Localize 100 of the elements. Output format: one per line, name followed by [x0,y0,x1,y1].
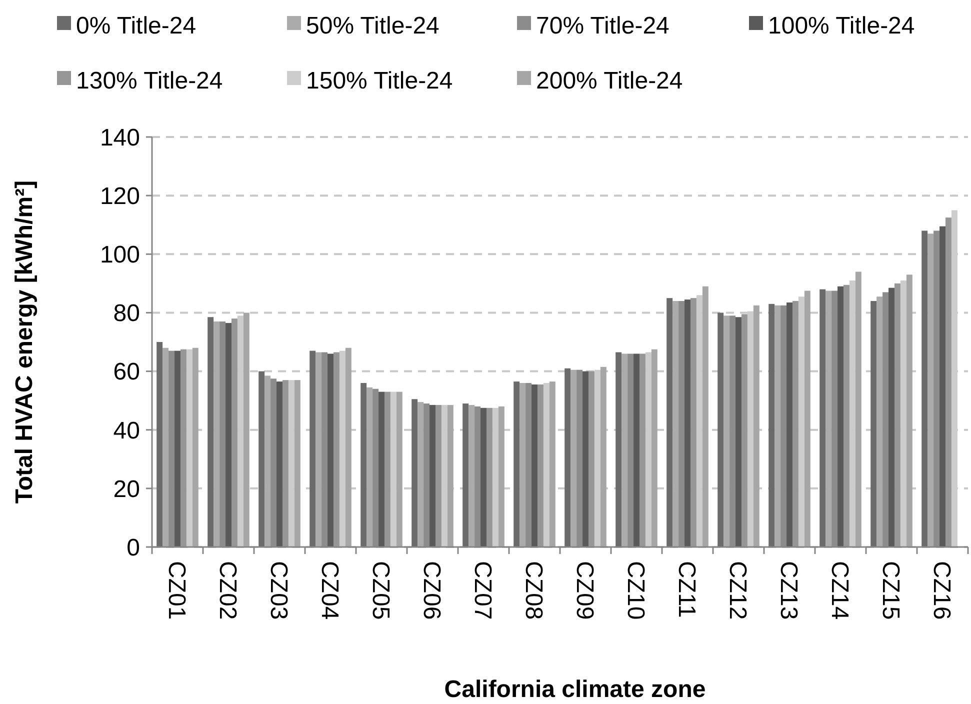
bar [162,348,169,547]
bar [849,280,856,547]
x-tick-label: CZ16 [928,561,956,620]
bar [826,290,832,547]
bar [310,350,316,547]
bar [570,370,577,547]
bar [486,408,492,547]
bar [514,382,520,547]
bar [718,312,724,547]
x-tick-label: CZ15 [877,561,904,620]
bar [276,382,282,547]
bar [316,352,322,547]
y-tick-label: 60 [113,358,140,386]
x-tick-label: CZ09 [571,561,598,620]
bar [696,295,702,547]
bar [462,404,469,547]
x-axis-title: California climate zone [444,676,706,703]
bar [282,380,288,547]
bar [180,349,186,547]
y-tick-label: 120 [100,182,140,210]
y-tick-label: 20 [113,476,140,503]
bar [264,376,271,547]
bar [156,342,163,547]
bar [690,298,696,547]
bar [186,349,192,547]
bar [843,284,850,547]
bar [588,371,594,547]
bar [798,296,804,547]
bar [684,300,690,547]
x-tick-label: CZ12 [724,561,752,620]
bar [543,383,550,547]
bar [894,283,900,547]
bar [855,272,862,547]
bar [532,384,538,547]
bar [634,354,640,547]
bar [549,382,556,547]
bar [768,304,775,547]
legend-label: 150% Title-24 [306,67,453,94]
bar [430,404,436,547]
bar [945,218,952,547]
y-tick-label: 140 [100,124,140,152]
bar [243,312,250,547]
bar [288,380,294,547]
x-tick-label: CZ04 [316,561,344,620]
x-tick-label: CZ06 [418,561,446,620]
bar [888,288,894,547]
bar [520,383,526,547]
bar [651,349,658,547]
bar [928,234,934,547]
y-tick-label: 40 [113,417,140,444]
bar [922,230,928,547]
bar [384,392,390,547]
bar [396,392,402,547]
y-tick-label: 80 [113,300,140,328]
x-tick-label: CZ13 [775,561,802,620]
bar [258,371,265,547]
bar [226,322,232,547]
bar [672,301,679,547]
legend-label: 50% Title-24 [306,12,440,40]
x-tick-label: CZ02 [214,561,242,620]
bar [838,286,844,547]
bar [753,305,760,547]
x-tick-label: CZ14 [826,561,854,620]
bar [906,274,912,547]
bar [378,392,384,547]
y-tick-label: 0 [126,534,140,562]
bar [435,404,442,547]
x-tick-label: CZ05 [367,561,394,620]
bar [366,387,373,547]
bar [870,301,877,547]
legend-label: 100% Title-24 [768,12,915,40]
x-tick-label: CZ11 [673,561,700,618]
bar [294,380,300,547]
bar [537,384,544,547]
bar [447,404,454,547]
bar [702,286,708,547]
bar [492,408,498,547]
bar [736,317,742,547]
x-tick-label: CZ08 [520,561,548,620]
y-tick-label: 100 [100,242,140,269]
bar [480,408,486,547]
bar [498,406,504,547]
bar [639,354,646,547]
bar [418,402,424,547]
bar [724,316,730,547]
bar [174,350,180,547]
x-tick-label: CZ07 [469,561,496,620]
bar [792,301,798,547]
bar [192,348,198,547]
bar [774,305,781,547]
bar [468,404,475,547]
bar [645,352,652,547]
bar [820,289,826,547]
bar [328,354,334,547]
x-tick-label: CZ03 [265,561,292,620]
bar [345,348,352,547]
legend-label: 0% Title-24 [76,12,196,40]
x-tick-label: CZ10 [622,561,650,620]
bar [876,296,883,547]
legend-label: 70% Title-24 [536,12,670,40]
